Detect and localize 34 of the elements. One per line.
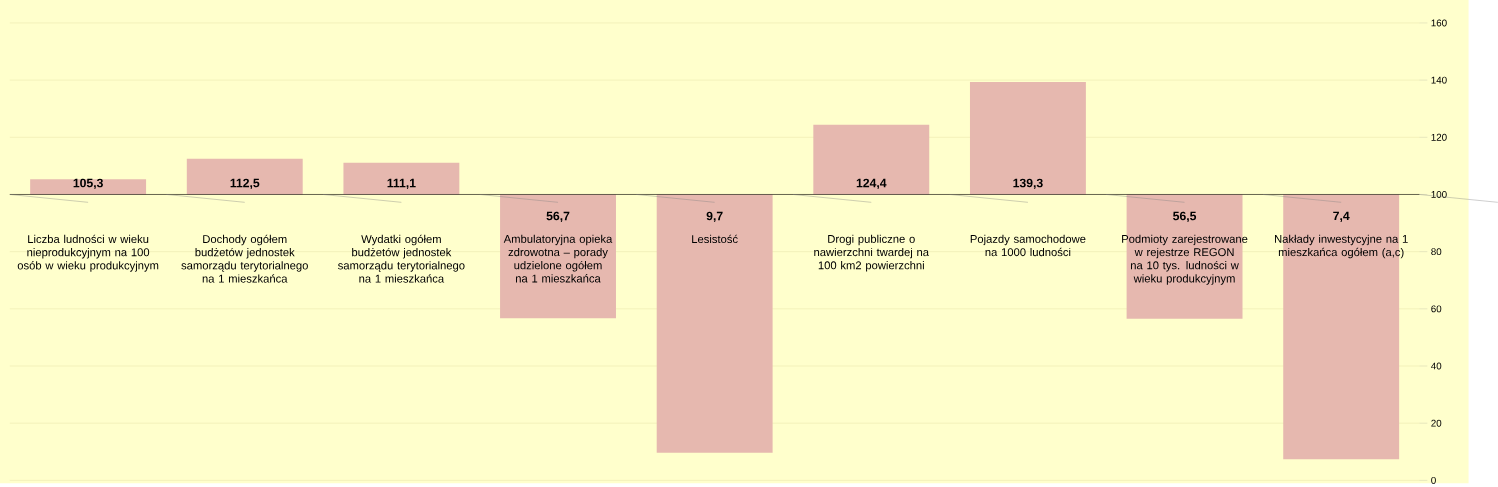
x-tick-label: Podmioty zarejestrowane w rejestrze REGON na 10 tys. ludności w wieku produkcyjnym bbox=[1122, 234, 1248, 285]
data-label: 9,7 bbox=[706, 211, 723, 223]
bar bbox=[500, 194, 616, 319]
bar bbox=[343, 162, 460, 195]
x-tick-label: Ambulatoryjna opieka zdrowotna – porady udzielone ogółem na 1 mieszkańca bbox=[503, 234, 613, 283]
x-tick-label: Nakłady inwestycyjne na 1 mieszkańca ogółem (a,c) bbox=[1275, 234, 1408, 259]
y-tick-label: 0 bbox=[1431, 476, 1436, 484]
x-tick-label: Drogi publiczne o nawierzchni twardej na 100 km2 powierzchni bbox=[814, 234, 930, 272]
bar bbox=[30, 179, 147, 195]
data-label: 124,4 bbox=[856, 178, 887, 190]
x-tick-label: Wydatki ogółem budżetów jednostek samorządu terytorialnego na 1 mieszkańca bbox=[338, 234, 465, 283]
data-label: 111,1 bbox=[387, 178, 416, 190]
data-label: 112,5 bbox=[230, 178, 260, 190]
bar bbox=[186, 158, 303, 195]
data-label: 56,5 bbox=[1173, 211, 1197, 223]
x-tick-label: Lesistość bbox=[692, 234, 738, 244]
bar bbox=[813, 124, 930, 195]
data-label: 7,4 bbox=[1333, 211, 1350, 222]
y-tick-label: 40 bbox=[1431, 362, 1442, 370]
x-tick-label: Pojazdy samochodowe na 1000 ludności bbox=[970, 234, 1086, 257]
data-label: 105,3 bbox=[73, 178, 103, 190]
y-tick-label: 140 bbox=[1431, 76, 1447, 84]
data-label: 56,7 bbox=[546, 211, 570, 223]
y-tick-label: 20 bbox=[1431, 419, 1442, 427]
y-tick-label: 120 bbox=[1431, 133, 1447, 141]
y-tick-label: 100 bbox=[1431, 190, 1447, 198]
data-label: 139,3 bbox=[1013, 178, 1043, 190]
x-tick-label: Dochody ogółem budżetów jednostek samorządu terytorialnego na 1 mieszkańca bbox=[181, 234, 308, 283]
bar bbox=[656, 194, 773, 453]
bar bbox=[969, 82, 1086, 195]
y-tick-label: 80 bbox=[1431, 248, 1442, 256]
x-tick-label: Liczba ludności w wieku nieprodukcyjnym na 100 osób w wieku produkcyjnym bbox=[17, 234, 159, 272]
y-tick-label: 60 bbox=[1431, 305, 1442, 313]
y-tick-label: 160 bbox=[1431, 19, 1447, 27]
